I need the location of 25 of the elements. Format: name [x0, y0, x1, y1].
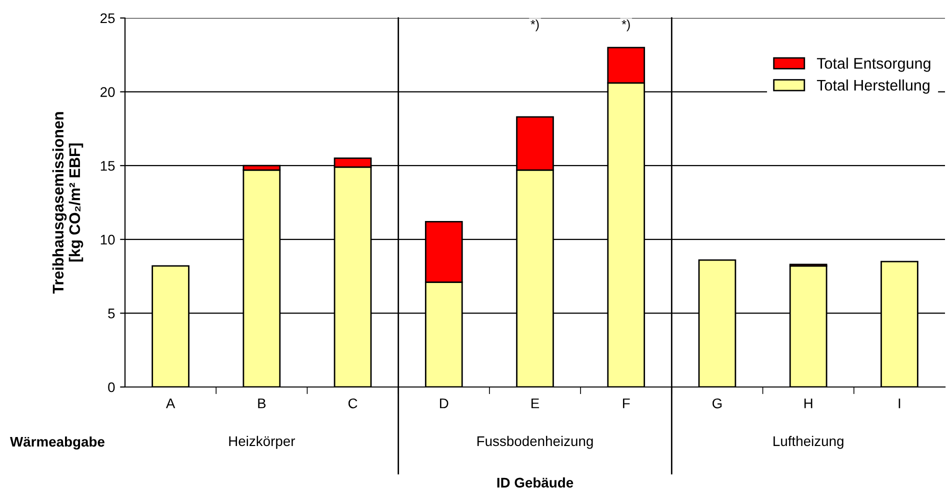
- legend-label: Total Entsorgung: [816, 58, 930, 72]
- y-tick-label: 25: [100, 13, 115, 24]
- text: Wärmeabgabe: [10, 436, 104, 450]
- y-tick-label: 20: [100, 87, 115, 97]
- x-tick-label: H: [804, 398, 812, 408]
- text: Fussbodenheizung: [477, 436, 593, 449]
- y-tick-label: 5: [108, 308, 115, 318]
- x-tick-label: E: [532, 398, 540, 408]
- x-tick-label: F: [623, 398, 630, 408]
- x-tick-label: B: [258, 398, 266, 408]
- legend-label: Total Herstellung: [816, 79, 930, 94]
- y-axis-title: Treibhausgasemissionen [kg CO₂/m² EBF]: [52, 112, 84, 294]
- text: Luftheizung: [774, 436, 844, 449]
- y-tick-label: 0: [108, 382, 115, 392]
- y-tick-label: 10: [100, 234, 115, 245]
- x-tick-label: G: [712, 398, 722, 408]
- x-tick-label: C: [348, 398, 358, 408]
- annotation: *): [530, 20, 539, 32]
- annotation: *): [622, 20, 630, 32]
- x-tick-label: I: [898, 398, 900, 408]
- x-tick-label: A: [166, 398, 176, 408]
- x-axis-title: ID Gebäude: [497, 477, 574, 488]
- y-tick-label: 15: [100, 161, 115, 171]
- text: Heizkörper: [229, 436, 296, 449]
- x-tick-label: D: [440, 398, 448, 408]
